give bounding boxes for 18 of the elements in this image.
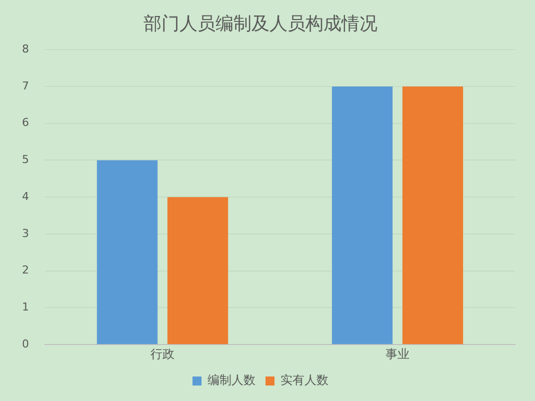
bar	[167, 197, 228, 344]
y-tick-label: 8	[22, 42, 29, 56]
y-tick-label: 4	[22, 190, 29, 203]
legend-label: 实有人数	[280, 373, 328, 388]
y-tick-label: 0	[22, 337, 29, 350]
bar	[332, 86, 393, 344]
y-tick-label: 2	[22, 264, 29, 277]
bar	[96, 160, 158, 344]
legend-label: 编制人数	[208, 373, 256, 388]
x-tick-label: 行政	[150, 346, 174, 361]
y-tick-label: 3	[22, 226, 29, 240]
y-tick-label: 7	[22, 79, 29, 92]
bar	[402, 86, 464, 344]
y-tick-label: 6	[22, 116, 29, 130]
chart-title: 部门人员编制及人员构成情况	[144, 13, 378, 34]
y-tick-label: 5	[22, 153, 29, 166]
x-tick-label: 事业	[386, 346, 410, 361]
y-tick-label: 1	[22, 300, 29, 314]
